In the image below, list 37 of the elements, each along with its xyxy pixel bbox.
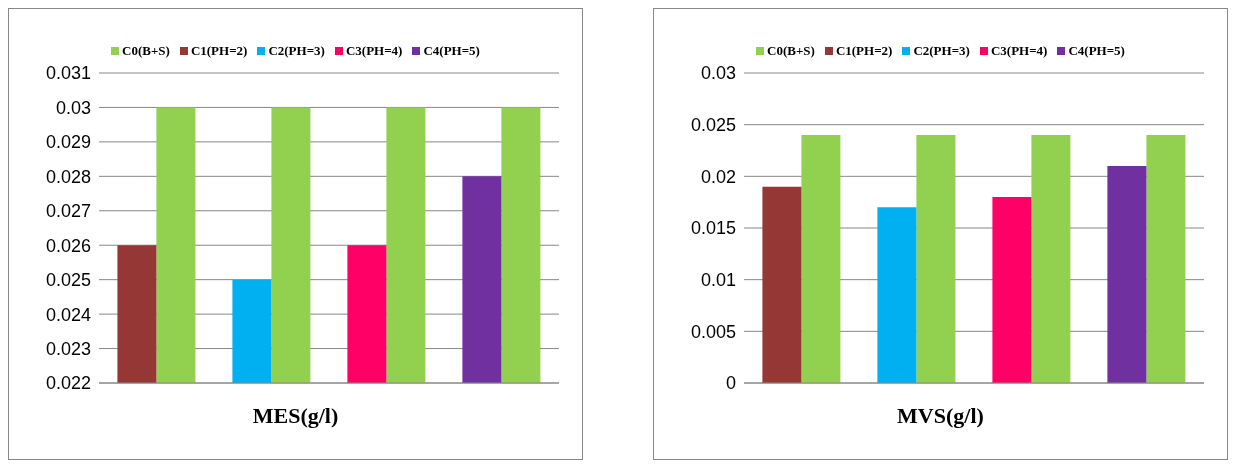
y-tick-label: 0.024 [45,304,91,325]
x-axis-title: MES(g/l) [251,403,340,429]
legend-label: C4(PH=5) [422,43,480,59]
y-tick-label: 0.028 [45,166,91,187]
bar [801,135,841,383]
y-tick-label: 0.02 [700,166,736,187]
legend-label: C0(B+S) [766,43,815,59]
y-tick-label: 0.015 [690,218,736,239]
bar [916,135,956,383]
x-axis-title: MVS(g/l) [896,403,985,429]
y-tick-label: 0.005 [690,321,736,342]
y-tick-label: 0.01 [700,270,736,291]
legend-label: C1(PH=2) [834,43,893,59]
y-tick-label: 0 [725,373,736,394]
y-tick-label: 0.026 [45,235,91,256]
legend-label: C3(PH=4) [989,43,1048,59]
y-tick-label: 0.025 [45,270,91,291]
legend-label: C4(PH=5) [1067,43,1125,59]
y-tick-label: 0.022 [45,373,91,394]
legend-label: C1(PH=2) [189,43,248,59]
y-tick-label: 0.031 [45,63,91,84]
legend-label: C2(PH=3) [267,43,325,59]
bar [1146,135,1186,383]
y-tick-label: 0.023 [45,338,91,359]
y-tick-label: 0.029 [45,132,91,153]
y-tick-label: 0.03 [700,63,736,84]
legend-label: C3(PH=4) [344,43,403,59]
bar [1031,135,1071,383]
legend-label: C2(PH=3) [912,43,970,59]
bar [877,207,917,383]
y-tick-label: 0.03 [55,97,91,118]
bar [1107,166,1147,383]
y-tick-label: 0.025 [690,115,736,136]
legend-label: C0(B+S) [121,43,170,59]
y-tick-label: 0.027 [45,201,91,222]
bar [992,197,1032,383]
bar [762,186,802,383]
